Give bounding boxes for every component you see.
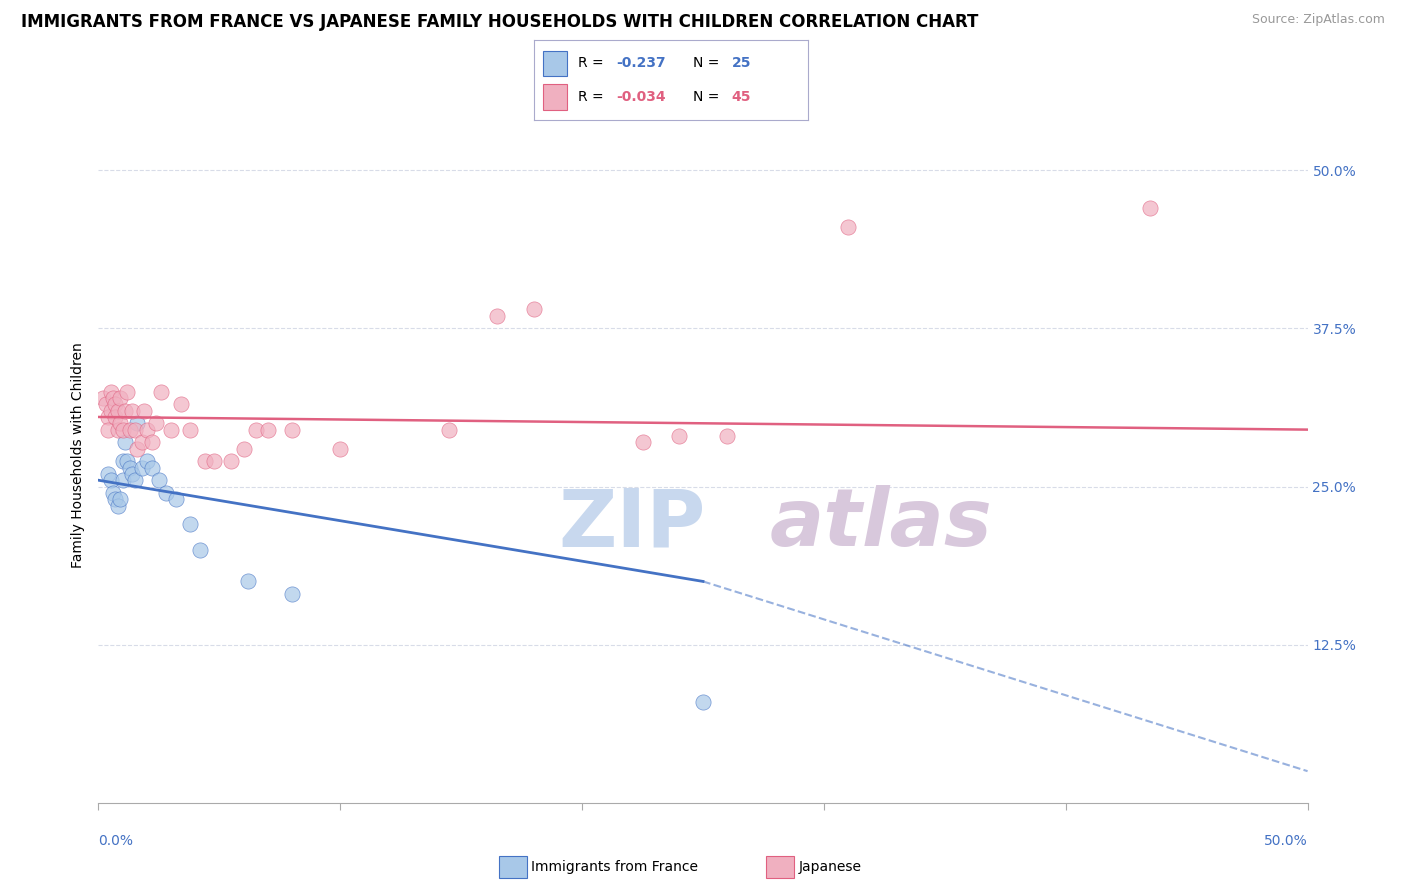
- Point: [179, 423, 201, 437]
- Point: [245, 423, 267, 437]
- Point: [107, 423, 129, 437]
- Point: [127, 442, 149, 456]
- Point: [100, 384, 122, 399]
- Text: 25: 25: [731, 56, 751, 70]
- Text: IMMIGRANTS FROM FRANCE VS JAPANESE FAMILY HOUSEHOLDS WITH CHILDREN CORRELATION C: IMMIGRANTS FROM FRANCE VS JAPANESE FAMIL…: [21, 13, 979, 31]
- Text: N =: N =: [693, 90, 724, 104]
- Point: [160, 423, 183, 437]
- Point: [692, 695, 714, 709]
- Point: [281, 423, 304, 437]
- Text: Japanese: Japanese: [799, 860, 862, 874]
- Point: [118, 460, 141, 475]
- Point: [141, 460, 163, 475]
- Point: [486, 309, 509, 323]
- Point: [97, 409, 120, 424]
- Point: [118, 423, 141, 437]
- Point: [135, 454, 157, 468]
- Point: [104, 492, 127, 507]
- Point: [165, 492, 187, 507]
- Point: [281, 587, 304, 601]
- Point: [668, 429, 690, 443]
- Point: [155, 486, 177, 500]
- Point: [117, 454, 139, 468]
- Point: [141, 435, 163, 450]
- Point: [179, 517, 201, 532]
- Text: R =: R =: [578, 90, 609, 104]
- Text: -0.034: -0.034: [616, 90, 666, 104]
- Point: [204, 454, 226, 468]
- Text: R =: R =: [578, 56, 609, 70]
- Point: [523, 302, 546, 317]
- Point: [111, 423, 134, 437]
- Point: [329, 442, 352, 456]
- Point: [121, 403, 143, 417]
- Text: 50.0%: 50.0%: [1264, 834, 1308, 848]
- Point: [124, 423, 146, 437]
- Point: [131, 435, 153, 450]
- Point: [131, 460, 153, 475]
- Text: Source: ZipAtlas.com: Source: ZipAtlas.com: [1251, 13, 1385, 27]
- Text: atlas: atlas: [769, 485, 993, 564]
- Point: [232, 442, 254, 456]
- Point: [111, 473, 134, 487]
- Point: [104, 409, 127, 424]
- Text: Immigrants from France: Immigrants from France: [531, 860, 699, 874]
- Y-axis label: Family Households with Children: Family Households with Children: [72, 342, 86, 568]
- Point: [91, 391, 114, 405]
- Text: -0.237: -0.237: [616, 56, 666, 70]
- Text: N =: N =: [693, 56, 724, 70]
- Point: [127, 417, 149, 431]
- Bar: [543, 84, 567, 110]
- Point: [1139, 201, 1161, 215]
- Point: [114, 435, 136, 450]
- Text: 0.0%: 0.0%: [98, 834, 134, 848]
- Point: [117, 384, 139, 399]
- Point: [100, 403, 122, 417]
- Point: [256, 423, 278, 437]
- Point: [145, 417, 167, 431]
- Bar: [543, 51, 567, 77]
- Point: [94, 397, 117, 411]
- Point: [101, 486, 124, 500]
- Point: [124, 473, 146, 487]
- Point: [169, 397, 191, 411]
- Point: [631, 435, 654, 450]
- Point: [716, 429, 738, 443]
- Point: [135, 423, 157, 437]
- Point: [194, 454, 217, 468]
- Point: [97, 467, 120, 481]
- Point: [188, 542, 211, 557]
- Point: [100, 473, 122, 487]
- Point: [107, 499, 129, 513]
- Point: [114, 403, 136, 417]
- Point: [437, 423, 460, 437]
- Point: [108, 492, 131, 507]
- Point: [150, 384, 173, 399]
- Point: [238, 574, 260, 589]
- Text: ZIP: ZIP: [558, 485, 706, 564]
- Point: [148, 473, 170, 487]
- Point: [101, 391, 124, 405]
- Point: [108, 417, 131, 431]
- Text: 45: 45: [731, 90, 751, 104]
- Point: [97, 423, 120, 437]
- Point: [111, 454, 134, 468]
- Point: [134, 403, 156, 417]
- Point: [121, 467, 143, 481]
- Point: [221, 454, 243, 468]
- Point: [104, 397, 127, 411]
- Point: [108, 391, 131, 405]
- Point: [107, 403, 129, 417]
- Point: [837, 220, 859, 235]
